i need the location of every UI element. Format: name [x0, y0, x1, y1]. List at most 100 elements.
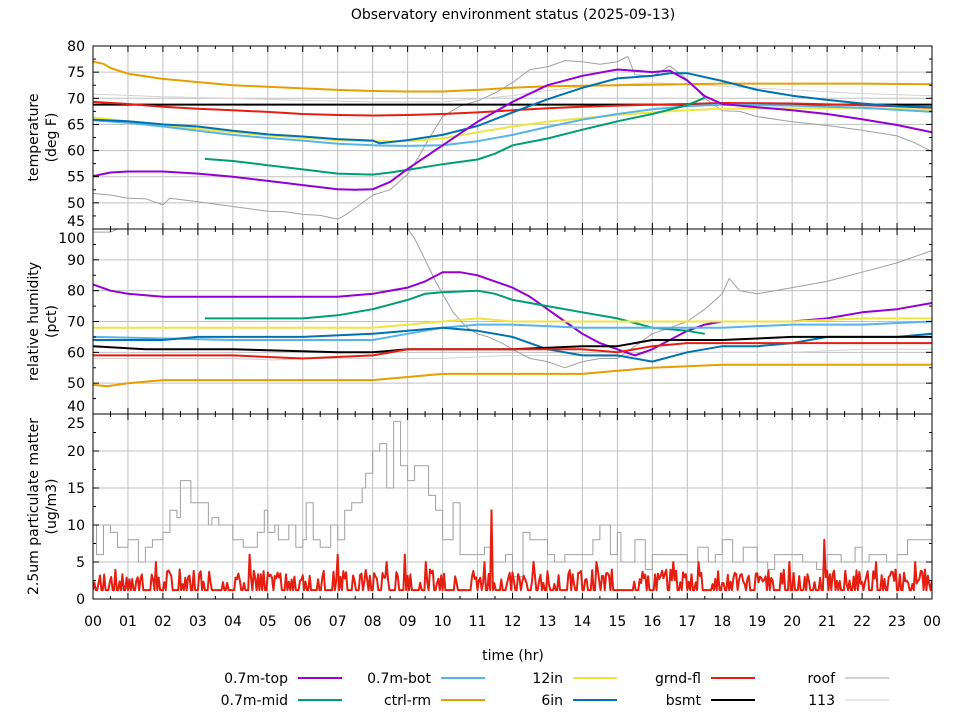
series-humidity-0.7m-bot [93, 320, 932, 341]
x-tick-label: 21 [818, 614, 836, 630]
x-tick-label: 06 [294, 614, 312, 630]
y-tick-label: 40 [67, 399, 85, 415]
series-temperature-113 [93, 82, 932, 103]
x-tick-label: 16 [643, 614, 661, 630]
x-axis: 00 01 02 03 04 05 06 07 08 09 10 11 12 13 14 15 16 17 18 19… [84, 614, 941, 630]
legend-label: 0.7m-bot [367, 671, 431, 687]
y-tick-label: 10 [67, 518, 85, 534]
series-humidity-ctrl-rm [93, 363, 932, 388]
y-tick-label: 50 [67, 196, 85, 212]
legend-item-ctrl-rm: ctrl-rm [384, 693, 485, 709]
legend-item-0.7m-bot: 0.7m-bot [367, 671, 485, 687]
legend-label: 0.7m-top [224, 671, 288, 687]
y-tick-label: 55 [67, 170, 85, 186]
legend-item-roof: roof [807, 671, 889, 687]
x-tick-label: 12 [504, 614, 522, 630]
series-group-particulate [93, 420, 932, 592]
x-tick-label: 20 [783, 614, 801, 630]
x-axis-label: time (hr) [482, 648, 544, 664]
y-tick-label: 5 [76, 555, 85, 571]
legend-label: bsmt [666, 693, 702, 709]
legend-item-grnd-fl: grnd-fl [655, 671, 755, 687]
x-tick-label: 09 [399, 614, 417, 630]
y-axis-unit-temperature: (deg F) [44, 113, 60, 163]
x-tick-label: 11 [469, 614, 487, 630]
panel-particulate: 0 5 10 15 20 25 2.5um particulate matter (ug/m3… [26, 413, 933, 608]
legend-label: 0.7m-mid [221, 693, 288, 709]
x-tick-label: 05 [259, 614, 277, 630]
legend-item-0.7m-top: 0.7m-top [224, 671, 342, 687]
legend: 0.7m-top 0.7m-mid 0.7m-bot ctrl-rm 12in 6in gr… [221, 671, 889, 709]
x-tick-label: 08 [364, 614, 382, 630]
y-axis-unit-humidity: (pct) [44, 305, 60, 338]
y-tick-label: 70 [67, 315, 85, 331]
series-temperature-6in [93, 72, 932, 145]
legend-label: roof [807, 671, 836, 687]
y-tick-label: 50 [67, 376, 85, 392]
y-tick-label: 20 [67, 444, 85, 460]
y-tick-label: 15 [67, 481, 85, 497]
x-tick-label: 15 [608, 614, 626, 630]
x-tick-label: 04 [224, 614, 242, 630]
x-tick-label: 23 [888, 614, 906, 630]
series-humidity-grnd-fl [93, 342, 932, 360]
y-tick-label: 45 [67, 214, 85, 230]
y-axis-unit-particulate: (ug/m3) [44, 479, 60, 535]
series-humidity-12in [93, 317, 932, 329]
x-tick-label: 10 [434, 614, 452, 630]
x-tick-label: 13 [539, 614, 557, 630]
x-tick-label: 00 [84, 614, 102, 630]
y-tick-label: 100 [58, 231, 85, 247]
series-temperature-roof [93, 56, 932, 220]
legend-label: ctrl-rm [384, 693, 431, 709]
legend-label: 113 [808, 693, 835, 709]
legend-item-bsmt: bsmt [666, 693, 755, 709]
series-temperature-0.7m-top [93, 68, 932, 191]
panel-humidity: 40 50 60 70 80 90 100 relative humidity (pct) [26, 228, 933, 415]
y-tick-label: 80 [67, 284, 85, 300]
chart-title: Observatory environment status (2025-09-… [351, 7, 675, 23]
series-humidity-roof [93, 229, 932, 369]
y-axis-label-humidity: relative humidity [26, 262, 42, 381]
y-tick-label: 70 [67, 91, 85, 107]
y-axis-label-temperature: temperature [26, 94, 42, 182]
y-tick-label: 75 [67, 65, 85, 81]
legend-label: grnd-fl [655, 671, 701, 687]
series-group-temperature [93, 56, 932, 220]
x-tick-label: 00 [923, 614, 941, 630]
x-tick-label: 18 [713, 614, 731, 630]
x-tick-label: 14 [574, 614, 592, 630]
y-tick-label: 0 [76, 592, 85, 608]
series-temperature-0.7m-mid [204, 96, 706, 176]
y-tick-label: 60 [67, 144, 85, 160]
legend-label: 12in [532, 671, 563, 687]
legend-label: 6in [541, 693, 563, 709]
x-tick-label: 19 [748, 614, 766, 630]
x-tick-label: 01 [119, 614, 137, 630]
y-tick-label: 60 [67, 345, 85, 361]
legend-item-0.7m-mid: 0.7m-mid [221, 693, 342, 709]
series-temperature-grnd-fl [93, 100, 932, 117]
legend-item-12in: 12in [532, 671, 617, 687]
series-particulate-grnd-fl [93, 509, 932, 592]
series-temperature-12in [93, 107, 932, 143]
x-tick-label: 03 [189, 614, 207, 630]
y-axis-label-particulate: 2.5um particulate matter [26, 418, 42, 595]
panel-temperature: 45 50 55 60 65 70 75 80 temperature (deg F) [26, 39, 933, 230]
legend-item-113: 113 [808, 693, 889, 709]
series-humidity-113 [93, 348, 932, 361]
series-humidity-0.7m-mid [204, 289, 705, 335]
series-temperature-0.7m-bot [93, 103, 932, 147]
x-tick-label: 22 [853, 614, 871, 630]
y-tick-label: 80 [67, 39, 85, 55]
y-tick-label: 25 [67, 416, 85, 432]
x-tick-label: 07 [329, 614, 347, 630]
y-tick-label: 65 [67, 117, 85, 133]
x-tick-label: 02 [154, 614, 172, 630]
grid-temperature [93, 46, 932, 229]
series-humidity-6in [93, 326, 932, 363]
series-group-humidity [93, 229, 932, 388]
y-tick-label: 90 [67, 253, 85, 269]
